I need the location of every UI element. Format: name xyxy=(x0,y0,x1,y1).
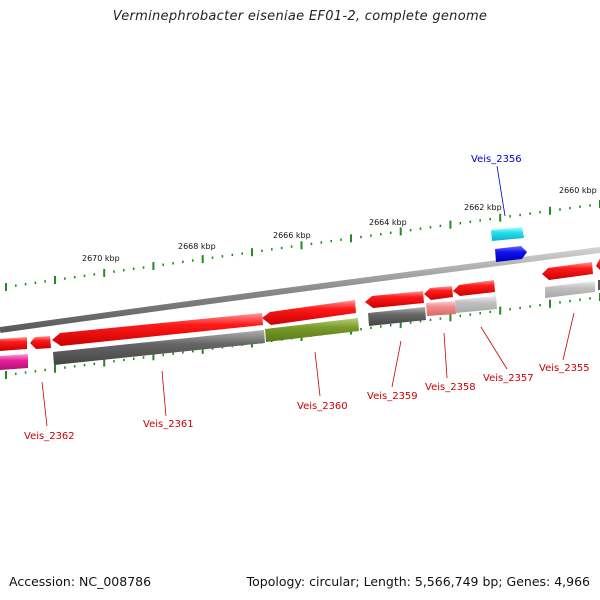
gene-feature-veis-2356-cyan[interactable] xyxy=(491,227,524,241)
gene-feature-veis-2362-b[interactable] xyxy=(0,337,27,351)
gene-feature-veis-2361[interactable] xyxy=(52,313,263,346)
gene-feature-veis-2355[interactable] xyxy=(542,262,593,280)
gene-label-veis-2362[interactable]: Veis_2362 xyxy=(24,431,75,442)
gene-feature-right-edge[interactable] xyxy=(596,258,600,270)
ruler-label-2668: 2668 kbp xyxy=(178,242,216,251)
analysis-feature-2361 xyxy=(53,330,265,365)
leader-veis-2356 xyxy=(496,165,506,217)
ruler-label-2660: 2660 kbp xyxy=(559,186,597,195)
ruler-label-2662: 2662 kbp xyxy=(464,203,502,212)
gene-feature-veis-2359[interactable] xyxy=(365,291,424,308)
gene-feature-veis-2362-a[interactable] xyxy=(30,336,51,349)
analysis-feature-2355 xyxy=(545,281,595,298)
gene-label-veis-2355[interactable]: Veis_2355 xyxy=(539,363,590,374)
gene-label-veis-2358[interactable]: Veis_2358 xyxy=(425,382,476,393)
genome-backbone xyxy=(0,247,600,333)
gene-feature-veis-2360[interactable] xyxy=(262,300,356,325)
leader-veis-2357 xyxy=(480,326,508,370)
analysis-feature-2360 xyxy=(265,318,359,342)
ruler-label-2666: 2666 kbp xyxy=(273,231,311,240)
analysis-feature-2362 xyxy=(0,354,28,370)
leader-veis-2360 xyxy=(314,351,321,397)
gene-label-veis-2357[interactable]: Veis_2357 xyxy=(483,373,534,384)
gene-label-veis-2361[interactable]: Veis_2361 xyxy=(143,419,194,430)
gene-feature-veis-2356[interactable] xyxy=(495,246,527,262)
leader-veis-2361 xyxy=(161,370,167,417)
leader-veis-2358 xyxy=(443,332,448,379)
leader-veis-2359 xyxy=(391,340,402,388)
gene-feature-veis-2357[interactable] xyxy=(453,280,495,296)
accession-text: Accession: NC_008786 xyxy=(9,574,152,589)
leader-veis-2362 xyxy=(41,381,48,427)
outer-ruler xyxy=(5,200,600,291)
map-title: Verminephrobacter eiseniae EF01-2, compl… xyxy=(112,9,488,24)
ruler-label-2670: 2670 kbp xyxy=(82,254,120,263)
gene-label-veis-2360[interactable]: Veis_2360 xyxy=(297,401,348,412)
genome-summary-text: Topology: circular; Length: 5,566,749 bp… xyxy=(246,574,590,589)
gene-feature-veis-2358[interactable] xyxy=(424,286,453,300)
analysis-feature-2357 xyxy=(455,296,497,313)
analysis-feature-2358 xyxy=(426,301,456,316)
analysis-feature-2359 xyxy=(368,307,426,326)
leader-veis-2355 xyxy=(562,312,575,361)
gene-label-veis-2356[interactable]: Veis_2356 xyxy=(471,154,522,165)
gene-label-veis-2359[interactable]: Veis_2359 xyxy=(367,391,418,402)
ruler-label-2664: 2664 kbp xyxy=(369,218,407,227)
